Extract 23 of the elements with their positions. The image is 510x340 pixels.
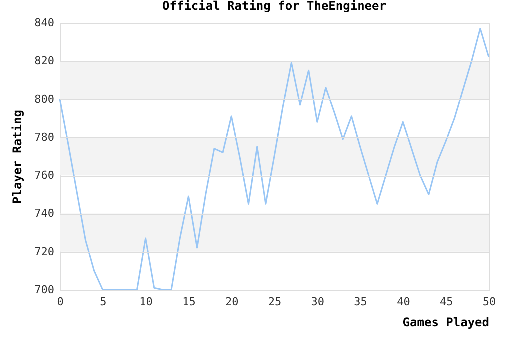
x-axis-title: Games Played [402, 316, 490, 330]
x-tick-label: 35 [354, 296, 368, 308]
y-tick-label: 820 [34, 54, 54, 68]
y-tick-label: 840 [34, 16, 54, 30]
x-tick-label: 40 [397, 296, 410, 308]
x-tick-label: 0 [57, 296, 64, 308]
x-tick-label: 5 [100, 296, 107, 308]
y-tick-label: 780 [34, 130, 54, 144]
chart-title: Official Rating for TheEngineer [162, 0, 386, 13]
x-tick-label: 10 [140, 296, 153, 308]
x-tick-label: 15 [182, 296, 196, 308]
x-tick-label: 30 [311, 296, 325, 308]
line-series [59, 28, 490, 291]
x-tick-label: 20 [225, 296, 239, 308]
y-tick-label: 740 [34, 207, 54, 220]
y-axis-title: Player Rating [10, 110, 25, 204]
y-tick-label: 700 [34, 284, 54, 296]
x-tick-label: 45 [440, 296, 454, 308]
x-tick-label: 50 [482, 296, 496, 308]
y-tick-label: 760 [34, 169, 54, 182]
x-tick-label: 25 [268, 296, 282, 308]
y-tick-label: 800 [34, 92, 54, 106]
y-tick-label: 720 [34, 245, 54, 258]
